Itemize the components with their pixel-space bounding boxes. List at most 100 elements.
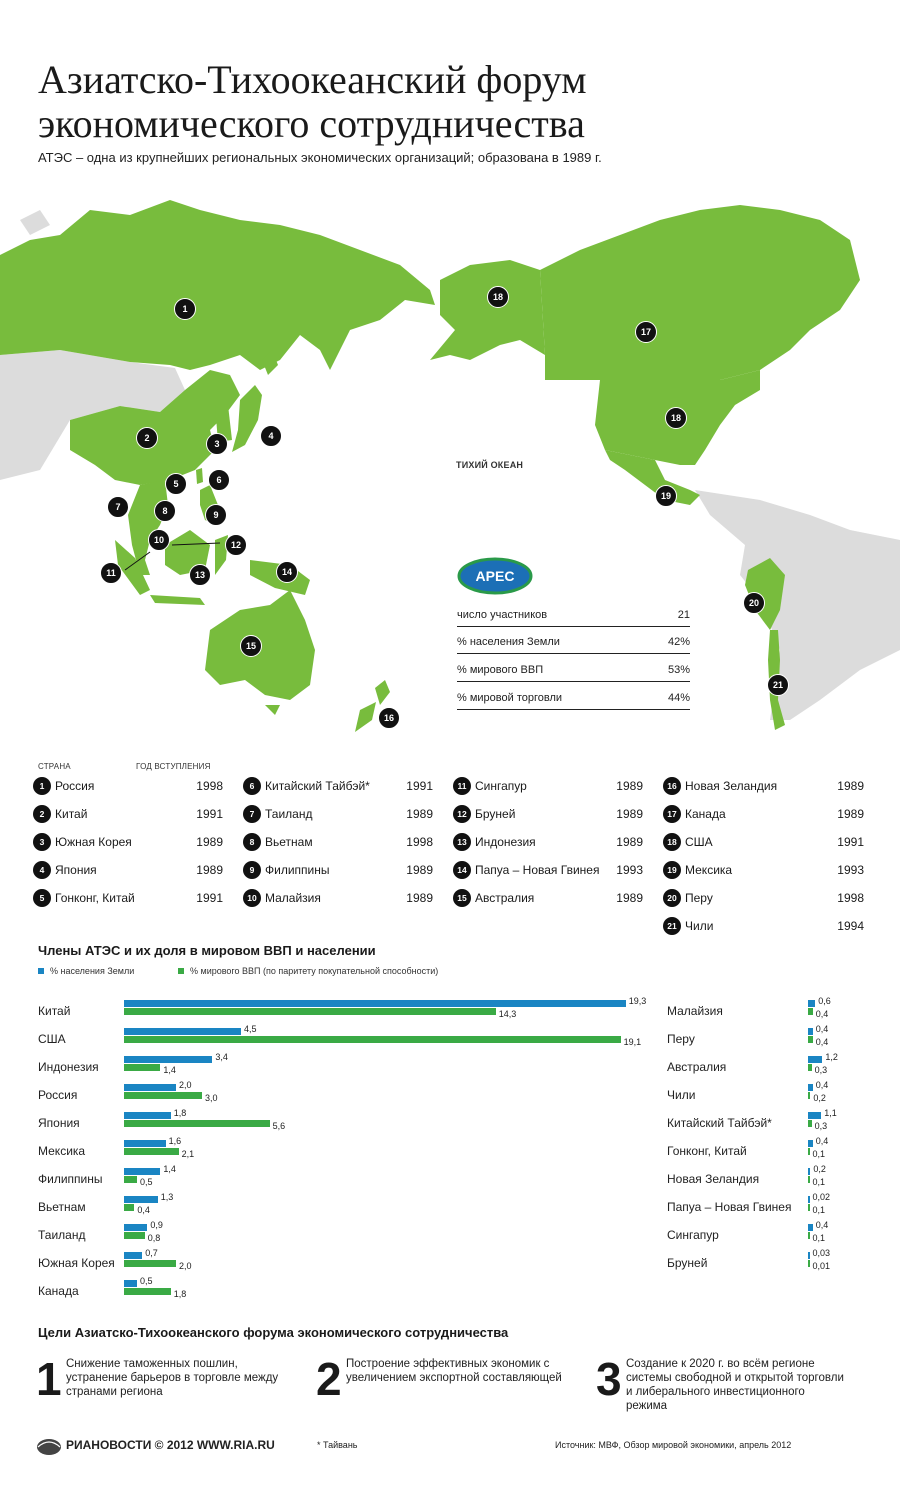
bar-category-label: Южная Корея bbox=[38, 1256, 115, 1270]
bar-population-label: 2,0 bbox=[179, 1080, 192, 1090]
bar-gdp bbox=[808, 1232, 810, 1239]
member-number: 7 bbox=[243, 805, 261, 823]
stat-value: 42% bbox=[667, 636, 690, 648]
bar-gdp-label: 1,8 bbox=[173, 1289, 187, 1299]
bar-gdp bbox=[124, 1260, 176, 1267]
member-row: 3 Южная Корея 1989 bbox=[33, 833, 223, 853]
bar-gdp-label: 0,5 bbox=[140, 1177, 153, 1187]
stat-label: % мировой торговли bbox=[457, 692, 563, 704]
bar-category-label: Мексика bbox=[38, 1144, 86, 1158]
legend-gdp-label: % мирового ВВП (по паритету покупательно… bbox=[190, 966, 439, 976]
stat-row: число участников 21 bbox=[457, 609, 690, 627]
map-marker-18: 18 bbox=[665, 407, 687, 429]
bar-population-label: 0,6 bbox=[818, 996, 831, 1006]
member-row: 18 США 1991 bbox=[663, 833, 864, 853]
member-year: 1993 bbox=[616, 863, 643, 877]
map-marker-8: 8 bbox=[154, 500, 176, 522]
stat-label: % мирового ВВП bbox=[457, 664, 544, 676]
bar-population-label: 1,3 bbox=[160, 1192, 174, 1202]
member-row: 4 Япония 1989 bbox=[33, 861, 223, 881]
member-year: 1998 bbox=[196, 779, 223, 793]
map-marker-11: 11 bbox=[100, 562, 122, 584]
legend-gdp-swatch bbox=[178, 968, 184, 974]
bar-category-label: Япония bbox=[38, 1116, 80, 1130]
bar-category-label: Новая Зеландия bbox=[667, 1172, 760, 1186]
member-year: 1998 bbox=[406, 835, 433, 849]
member-name: Чили bbox=[685, 919, 714, 933]
bar-gdp-label: 0,8 bbox=[147, 1233, 161, 1243]
bar-category-label: Китайский Тайбэй* bbox=[667, 1116, 772, 1130]
member-year: 1989 bbox=[196, 835, 223, 849]
ria-logo[interactable]: РИАНОВОСТИ © 2012 WWW.RIA.RU bbox=[36, 1435, 275, 1455]
bar-population-label: 1,6 bbox=[168, 1136, 182, 1146]
bar-category-label: США bbox=[38, 1032, 66, 1046]
map-marker-7: 7 bbox=[107, 496, 129, 518]
bar-population bbox=[808, 1112, 822, 1119]
bar-population bbox=[808, 1000, 816, 1007]
bar-gdp bbox=[124, 1036, 621, 1043]
legend-population-label: % населения Земли bbox=[50, 966, 135, 976]
bar-gdp bbox=[808, 1120, 812, 1127]
map-marker-1: 1 bbox=[174, 298, 196, 320]
member-row: 20 Перу 1998 bbox=[663, 889, 864, 909]
goal-1-number: 1 bbox=[36, 1353, 62, 1405]
bar-gdp-label: 3,0 bbox=[205, 1093, 218, 1103]
member-name: Китай bbox=[55, 807, 88, 821]
stat-label: % населения Земли bbox=[457, 636, 560, 648]
map-marker-16: 16 bbox=[378, 707, 400, 729]
stat-value: 21 bbox=[677, 609, 690, 621]
chart-title: Члены АТЭС и их доля в мировом ВВП и нас… bbox=[38, 943, 376, 958]
col-year-header: ГОД ВСТУПЛЕНИЯ bbox=[136, 762, 211, 771]
bar-gdp-label: 0,3 bbox=[814, 1065, 828, 1075]
bar-gdp-label: 0,1 bbox=[812, 1205, 826, 1215]
map-marker-9: 9 bbox=[205, 504, 227, 526]
member-name: Мексика bbox=[685, 863, 733, 877]
bar-population-label: 0,5 bbox=[140, 1276, 153, 1286]
member-number: 19 bbox=[663, 861, 681, 879]
member-number: 1 bbox=[33, 777, 51, 795]
bar-population-label: 1,8 bbox=[173, 1108, 187, 1118]
stat-row: % населения Земли 42% bbox=[457, 636, 690, 654]
bar-population bbox=[124, 1112, 171, 1119]
bar-category-label: Перу bbox=[667, 1032, 695, 1046]
bar-population-label: 1,2 bbox=[825, 1052, 838, 1062]
bar-population bbox=[124, 1168, 161, 1175]
legend-gdp: % мирового ВВП (по паритету покупательно… bbox=[178, 966, 438, 976]
member-row: 13 Индонезия 1989 bbox=[453, 833, 643, 853]
member-name: Вьетнам bbox=[265, 835, 313, 849]
member-year: 1989 bbox=[837, 807, 864, 821]
member-year: 1989 bbox=[616, 835, 643, 849]
bar-population-label: 0,4 bbox=[815, 1136, 829, 1146]
member-row: 5 Гонконг, Китай 1991 bbox=[33, 889, 223, 909]
member-row: 17 Канада 1989 bbox=[663, 805, 864, 825]
bar-gdp-label: 19,1 bbox=[623, 1037, 642, 1047]
member-number: 21 bbox=[663, 917, 681, 935]
bar-population-label: 4,5 bbox=[244, 1024, 257, 1034]
bar-category-label: Австралия bbox=[667, 1060, 727, 1074]
bar-population bbox=[808, 1252, 810, 1259]
ria-globe-icon bbox=[37, 1439, 61, 1455]
member-number: 10 bbox=[243, 889, 261, 907]
member-name: Папуа – Новая Гвинея bbox=[475, 863, 600, 877]
bar-population bbox=[808, 1028, 813, 1035]
bar-gdp-label: 0,2 bbox=[813, 1093, 826, 1103]
bar-population bbox=[124, 1252, 143, 1259]
bar-population bbox=[124, 1280, 137, 1287]
bar-gdp-label: 0,3 bbox=[814, 1121, 828, 1131]
apec-logo-icon: APEC bbox=[457, 557, 533, 595]
member-row: 6 Китайский Тайбэй* 1991 bbox=[243, 777, 433, 797]
member-name: Гонконг, Китай bbox=[55, 891, 135, 905]
goal-3-text: Создание к 2020 г. во всём регионе систе… bbox=[626, 1358, 844, 1412]
bar-category-label: Бруней bbox=[667, 1256, 708, 1270]
map-marker-3: 3 bbox=[206, 433, 228, 455]
map-marker-12: 12 bbox=[225, 534, 247, 556]
member-year: 1989 bbox=[196, 863, 223, 877]
bar-gdp-label: 0,4 bbox=[137, 1205, 150, 1215]
stat-row: % мировой торговли 44% bbox=[457, 692, 690, 710]
member-row: 14 Папуа – Новая Гвинея 1993 bbox=[453, 861, 643, 881]
member-number: 11 bbox=[453, 777, 471, 795]
map-marker-19: 19 bbox=[655, 485, 677, 507]
map-marker-14: 14 bbox=[276, 561, 298, 583]
member-name: Канада bbox=[685, 807, 726, 821]
bar-category-label: Малайзия bbox=[667, 1004, 723, 1018]
